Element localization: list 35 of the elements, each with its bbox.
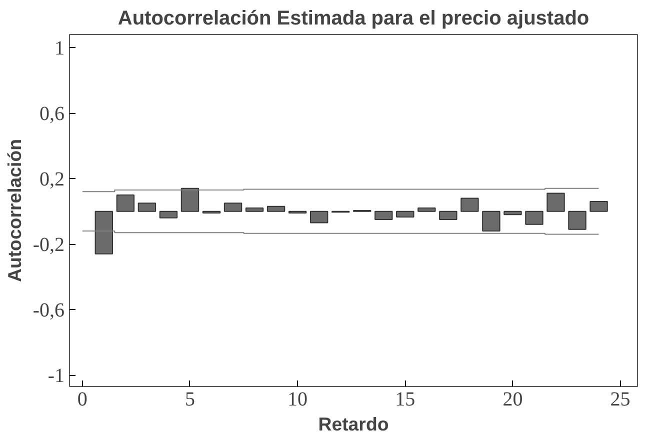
- bar: [180, 188, 200, 212]
- y-tick-label: -1: [48, 365, 65, 388]
- bar: [374, 210, 393, 220]
- bar: [418, 208, 436, 212]
- bar: [116, 194, 135, 212]
- bar: [266, 206, 286, 212]
- bar: [525, 210, 544, 225]
- bar: [546, 192, 565, 212]
- x-axis-title: Retardo: [318, 414, 389, 434]
- bar: [482, 210, 500, 232]
- y-tick-label: 0,6: [40, 103, 64, 126]
- x-tick-label: 20: [502, 388, 523, 410]
- bar: [460, 198, 479, 212]
- bar: [439, 210, 458, 220]
- y-tick-label: -0,6: [32, 300, 65, 322]
- bar: [245, 208, 264, 212]
- x-tick-label: 5: [184, 388, 195, 410]
- bar: [568, 210, 586, 230]
- y-axis-title: Autocorrelación: [4, 138, 25, 282]
- x-tick-label: 15: [395, 388, 416, 410]
- bar: [504, 210, 522, 216]
- x-tick-label: 25: [610, 388, 630, 410]
- bar: [224, 202, 242, 212]
- x-tick-label: 0: [77, 388, 88, 410]
- bar: [94, 210, 114, 254]
- chart-title: Autocorrelación Estimada para el precio ajustado: [118, 8, 590, 30]
- y-tick-label: 0,2: [40, 168, 64, 191]
- y-tick-label: 1: [54, 38, 64, 60]
- y-tick-label: -0,2: [32, 234, 65, 256]
- bar: [396, 210, 414, 218]
- bar: [590, 200, 608, 212]
- bar: [159, 210, 178, 218]
- bar: [138, 202, 156, 212]
- bar: [310, 210, 328, 224]
- x-tick-label: 10: [288, 388, 308, 410]
